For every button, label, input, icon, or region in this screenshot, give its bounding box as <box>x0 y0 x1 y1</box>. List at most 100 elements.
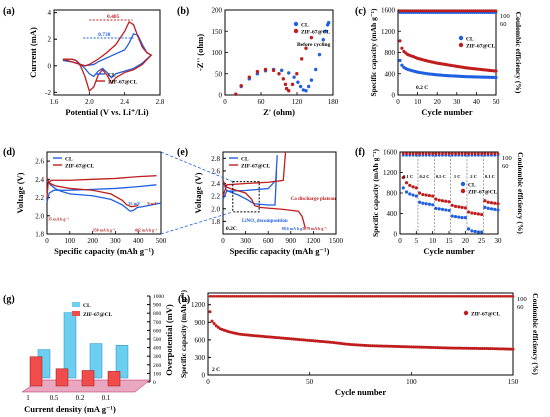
g-ytick-label: 600 <box>153 328 162 334</box>
ce-point <box>428 152 431 156</box>
f-ytick-label: 400 <box>387 210 398 218</box>
legend-swatch <box>72 302 80 307</box>
ce-point <box>265 294 269 298</box>
ce-point <box>357 294 360 298</box>
legend-marker <box>293 28 299 34</box>
rate-point-cl <box>470 229 474 233</box>
ce-point <box>412 294 415 298</box>
d-xtick-label: 400 <box>133 237 144 245</box>
eis-point-cl <box>301 88 305 92</box>
ce-point <box>306 294 309 298</box>
panel-b-frame <box>224 9 334 96</box>
rate-point-zif <box>424 193 428 197</box>
eis-point-zif <box>295 72 299 76</box>
e-xtick-label: 900 <box>286 237 297 245</box>
ce-point <box>241 294 244 298</box>
ce-point <box>435 9 439 13</box>
ce-point <box>449 9 453 13</box>
rate-point-zif <box>421 192 425 197</box>
rate-point-cl <box>453 214 458 219</box>
rate-point-cl <box>493 207 497 211</box>
a-xtick-label: 2.0 <box>85 98 94 106</box>
ce-point <box>353 294 356 298</box>
ce-point <box>473 9 476 13</box>
a-ytick-label: -2 <box>45 89 51 97</box>
ce-point <box>495 294 499 298</box>
a-xtick-label: 2.4 <box>120 98 129 106</box>
ce-point <box>397 294 401 298</box>
ce-point <box>477 152 480 156</box>
ce-point <box>460 294 464 298</box>
ce-point <box>424 152 428 156</box>
ce-point <box>273 294 277 298</box>
rate-point-cl <box>414 194 418 198</box>
eis-point-cl <box>307 84 311 89</box>
ce-point <box>456 294 460 298</box>
ce-point <box>210 294 214 298</box>
rate-point-zif <box>463 206 467 210</box>
ce-point <box>511 294 515 298</box>
capacity-point <box>400 63 404 67</box>
ce-point <box>387 294 391 298</box>
ce-point <box>507 294 511 298</box>
g-ytick-label: 300 <box>153 354 162 360</box>
ce-point <box>433 9 437 13</box>
ce-point <box>453 9 457 13</box>
ce-point <box>467 152 470 156</box>
h-ytick-label: 300 <box>195 354 206 362</box>
rate-point-cl <box>460 216 464 220</box>
rate-point-zif <box>414 186 418 190</box>
rate-point-cl <box>476 230 480 234</box>
e-xtick-label: 600 <box>263 237 274 245</box>
ce-point <box>344 294 348 298</box>
f-xtick-label: 30 <box>495 237 503 245</box>
ce-point <box>466 294 470 298</box>
ce-point <box>486 152 490 156</box>
c-xtick-label: 0 <box>396 98 400 106</box>
rate-point-cl <box>483 205 487 209</box>
b-ytick-label: 200 <box>212 7 223 15</box>
ce-point <box>483 152 487 156</box>
ce-point <box>452 294 456 298</box>
ce-point <box>338 294 342 298</box>
eis-point-cl <box>309 78 314 82</box>
h-xlabel: Cycle number <box>335 387 386 397</box>
panel-letter: (f) <box>355 147 365 158</box>
ce-point <box>475 9 478 13</box>
ce-point <box>461 9 465 13</box>
ce-point <box>373 294 377 298</box>
ce-point <box>442 294 446 298</box>
ce-point <box>312 294 316 298</box>
g-ytick-label: 200 <box>153 363 162 369</box>
rate-point-zif <box>437 198 441 202</box>
ce-point <box>421 152 425 156</box>
e-annotation: LiNO₃ decomposition <box>242 219 288 224</box>
c-ytick-label: 1200 <box>381 28 396 36</box>
ce-point <box>416 9 419 13</box>
c-ytick-label: 800 <box>385 49 396 57</box>
g-ytick-label: 1000 <box>153 294 164 300</box>
rate-point-cl <box>486 206 490 210</box>
ce-point <box>286 294 289 298</box>
ce-point <box>255 294 259 298</box>
rate-point-zif <box>440 199 445 203</box>
g-ytick-label: 800 <box>153 311 162 317</box>
f-xtick-label: 20 <box>462 237 470 245</box>
ce-point <box>381 294 385 298</box>
h-ytick-label: 600 <box>195 336 206 344</box>
cv-curve-cl <box>62 33 153 79</box>
first-cycle-curve <box>222 155 278 200</box>
rate-point-cl <box>473 229 477 234</box>
d-annotation: 402 mA h g⁻¹ <box>135 227 158 232</box>
d-xtick-label: 200 <box>87 237 98 245</box>
ce-point <box>437 9 441 13</box>
d-xtick-label: 300 <box>110 237 121 245</box>
e-ytick-label: 2.4 <box>211 180 220 188</box>
b-xtick-label: 0 <box>223 98 227 106</box>
ce-point <box>486 9 490 13</box>
h-ytick-label: 1200 <box>191 301 206 309</box>
ce-point <box>457 152 461 156</box>
eis-point-zif <box>309 35 314 40</box>
f-y2tick-label: 60 <box>502 163 509 170</box>
panel-e-frame <box>222 151 337 235</box>
